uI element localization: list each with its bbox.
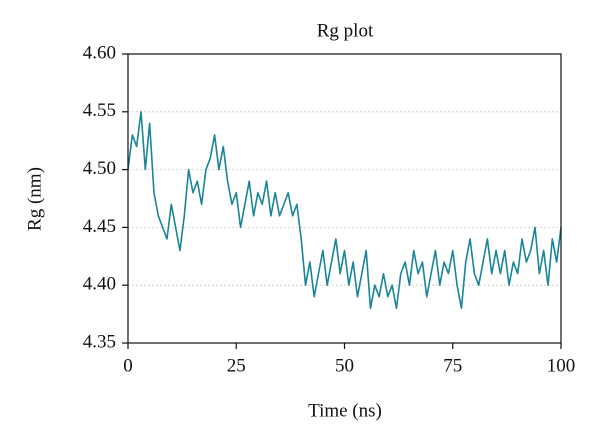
x-tick-label: 50	[335, 355, 354, 376]
y-axis-label: Rg (nm)	[24, 167, 45, 231]
y-tick-label: 4.55	[83, 100, 116, 121]
chart-title: Rg plot	[317, 20, 374, 41]
y-tick-label: 4.60	[83, 42, 116, 63]
x-tick-label: 75	[443, 355, 462, 376]
y-tick-label: 4.35	[83, 331, 116, 352]
x-tick-label: 0	[123, 355, 133, 376]
data-line	[127, 111, 562, 310]
y-tick-label: 4.45	[83, 216, 116, 237]
x-axis-label: Time (ns)	[308, 400, 382, 421]
x-tick-label: 100	[547, 355, 576, 376]
y-tick-label: 4.50	[83, 158, 116, 179]
x-tick-label: 25	[227, 355, 246, 376]
plot-frame	[127, 53, 562, 344]
y-tick-label: 4.40	[83, 274, 116, 295]
